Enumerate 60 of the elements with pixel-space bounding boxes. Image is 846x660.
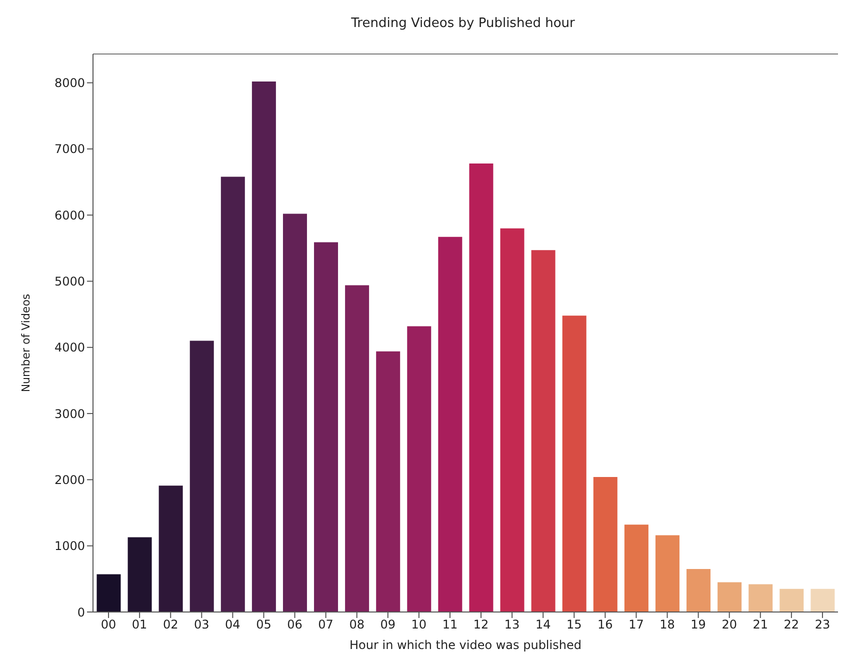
x-axis-title: Hour in which the video was published <box>348 638 582 652</box>
y-tick-label: 5000 <box>54 274 85 288</box>
bar <box>438 236 462 612</box>
bar <box>531 250 556 612</box>
x-tick-label: 06 <box>287 618 302 632</box>
x-tick-label: 12 <box>473 618 489 632</box>
y-tick-label: 8000 <box>54 76 85 90</box>
bar <box>748 584 773 612</box>
bar <box>686 569 711 612</box>
bar <box>158 486 183 612</box>
y-tick-label: 0 <box>77 605 85 620</box>
x-tick-label: 23 <box>814 618 830 632</box>
bar <box>810 588 835 612</box>
x-tick-label: 14 <box>535 618 551 632</box>
x-tick-label: 02 <box>162 618 178 632</box>
y-tick-label: 7000 <box>54 142 85 156</box>
bar <box>190 340 214 612</box>
y-tick-label: 2000 <box>54 472 85 487</box>
bar <box>655 535 680 612</box>
y-tick-label: 3000 <box>54 406 85 421</box>
bar <box>345 285 370 612</box>
x-tick-label: 09 <box>380 618 396 632</box>
x-tick-label: 18 <box>660 618 675 632</box>
y-tick-label: 4000 <box>54 340 85 355</box>
bar <box>407 326 432 612</box>
x-tick-label: 16 <box>598 618 613 632</box>
y-tick-label: 1000 <box>54 539 85 554</box>
x-tick-label: 20 <box>722 618 737 632</box>
chart-title: Trending Videos by Published hour <box>350 16 576 31</box>
bar <box>562 316 586 612</box>
x-tick-label: 11 <box>442 618 458 632</box>
bar <box>282 214 307 612</box>
bar <box>469 163 494 612</box>
x-tick-label: 15 <box>566 618 582 632</box>
bar <box>128 537 152 612</box>
bar <box>500 228 524 612</box>
bar <box>624 524 648 612</box>
x-tick-label: 05 <box>256 618 272 632</box>
bar <box>252 81 276 612</box>
bar <box>376 351 400 612</box>
x-tick-label: 13 <box>504 618 520 632</box>
bar <box>314 242 338 612</box>
x-tick-label: 08 <box>349 618 364 632</box>
x-tick-label: 10 <box>411 618 427 632</box>
x-tick-label: 19 <box>690 618 706 632</box>
x-tick-label: 22 <box>784 618 800 632</box>
y-axis-title: Number of Videos <box>20 294 32 392</box>
bar <box>96 574 121 612</box>
bar <box>220 176 245 612</box>
x-tick-label: 04 <box>225 618 240 632</box>
x-tick-label: 17 <box>628 618 644 632</box>
bar <box>718 582 742 612</box>
x-tick-label: 01 <box>132 618 148 632</box>
x-tick-label: 21 <box>752 618 768 632</box>
x-tick-label: 00 <box>100 618 116 632</box>
bar <box>593 477 618 612</box>
x-tick-label: 07 <box>318 618 334 632</box>
y-tick-label: 6000 <box>54 208 85 222</box>
x-tick-label: 03 <box>194 618 210 632</box>
bar <box>780 588 804 612</box>
